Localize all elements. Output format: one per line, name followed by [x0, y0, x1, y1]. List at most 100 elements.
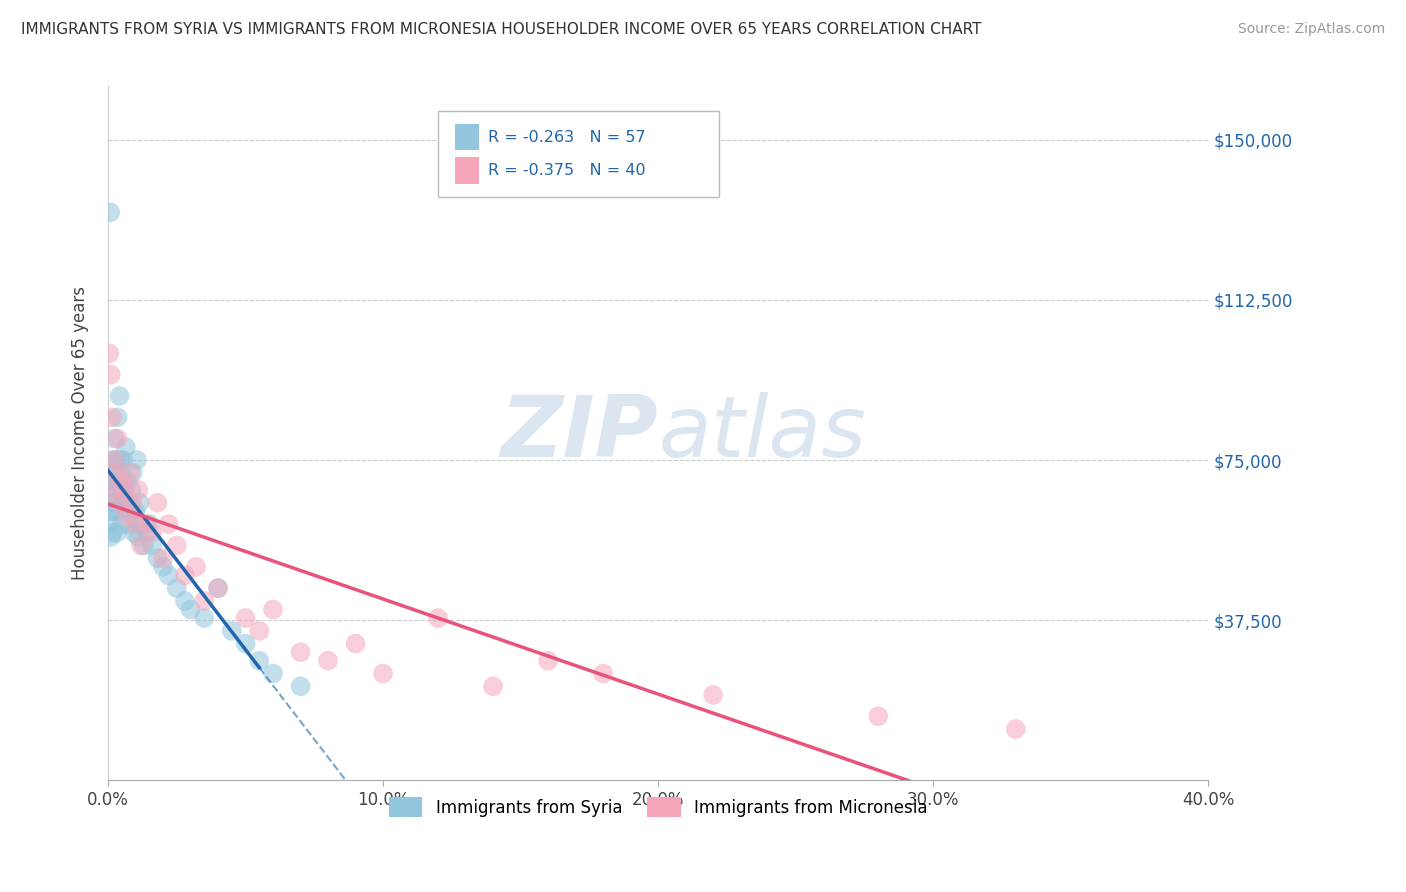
- Point: [157, 517, 180, 532]
- Point: [118, 496, 141, 510]
- Point: [98, 517, 121, 532]
- Point: [316, 654, 339, 668]
- Point: [104, 466, 127, 480]
- Point: [114, 483, 136, 497]
- Point: [290, 645, 312, 659]
- Point: [120, 483, 142, 497]
- Point: [138, 517, 160, 532]
- Point: [110, 483, 132, 497]
- Text: R = -0.263   N = 57: R = -0.263 N = 57: [488, 129, 645, 145]
- Point: [207, 581, 229, 595]
- Point: [111, 466, 134, 480]
- Point: [221, 624, 243, 638]
- Point: [110, 453, 132, 467]
- Point: [108, 504, 131, 518]
- Point: [129, 517, 152, 532]
- Point: [110, 496, 132, 510]
- Point: [135, 525, 157, 540]
- Text: R = -0.375   N = 40: R = -0.375 N = 40: [488, 163, 645, 178]
- Point: [152, 551, 174, 566]
- Point: [98, 496, 121, 510]
- Point: [112, 496, 135, 510]
- Point: [127, 530, 149, 544]
- Point: [146, 551, 169, 566]
- Point: [125, 453, 148, 467]
- Point: [112, 453, 135, 467]
- Point: [174, 594, 197, 608]
- Point: [111, 517, 134, 532]
- Point: [105, 483, 128, 497]
- Bar: [454, 124, 479, 150]
- Point: [105, 453, 128, 467]
- Y-axis label: Householder Income Over 65 years: Householder Income Over 65 years: [72, 286, 89, 581]
- Point: [98, 205, 121, 219]
- Point: [141, 538, 163, 552]
- Point: [101, 525, 124, 540]
- Point: [107, 475, 129, 489]
- Point: [117, 504, 139, 518]
- Point: [1004, 722, 1026, 736]
- Point: [117, 517, 139, 532]
- Point: [247, 654, 270, 668]
- Point: [117, 508, 139, 523]
- Point: [101, 410, 124, 425]
- Point: [129, 538, 152, 552]
- Text: IMMIGRANTS FROM SYRIA VS IMMIGRANTS FROM MICRONESIA HOUSEHOLDER INCOME OVER 65 Y: IMMIGRANTS FROM SYRIA VS IMMIGRANTS FROM…: [21, 22, 981, 37]
- Point: [124, 517, 146, 532]
- Point: [262, 602, 284, 616]
- Point: [107, 410, 129, 425]
- Point: [207, 581, 229, 595]
- Point: [121, 496, 143, 510]
- Point: [121, 466, 143, 480]
- Point: [117, 475, 139, 489]
- Point: [290, 679, 312, 693]
- Point: [180, 602, 202, 616]
- Point: [100, 368, 122, 382]
- Point: [103, 504, 125, 518]
- Point: [166, 581, 188, 595]
- Point: [100, 504, 122, 518]
- Point: [427, 611, 450, 625]
- Point: [247, 624, 270, 638]
- Point: [702, 688, 724, 702]
- Point: [235, 637, 257, 651]
- Point: [174, 568, 197, 582]
- Point: [115, 440, 138, 454]
- Point: [124, 504, 146, 518]
- Point: [108, 496, 131, 510]
- Point: [184, 559, 207, 574]
- Text: ZIP: ZIP: [501, 392, 658, 475]
- Point: [141, 525, 163, 540]
- Point: [104, 453, 127, 467]
- Point: [146, 496, 169, 510]
- Point: [104, 496, 127, 510]
- Point: [128, 496, 150, 510]
- Point: [98, 346, 121, 360]
- Point: [111, 475, 134, 489]
- Point: [105, 525, 128, 540]
- Point: [135, 517, 157, 532]
- Point: [482, 679, 505, 693]
- Point: [103, 475, 125, 489]
- Point: [101, 453, 124, 467]
- Point: [114, 483, 136, 497]
- Point: [127, 483, 149, 497]
- Point: [371, 666, 394, 681]
- Point: [166, 538, 188, 552]
- Legend: Immigrants from Syria, Immigrants from Micronesia: Immigrants from Syria, Immigrants from M…: [382, 790, 934, 824]
- Point: [122, 525, 145, 540]
- Point: [132, 538, 155, 552]
- Point: [100, 530, 122, 544]
- Point: [193, 611, 215, 625]
- Bar: [454, 157, 479, 184]
- Point: [537, 654, 560, 668]
- Point: [344, 637, 367, 651]
- Point: [118, 466, 141, 480]
- Point: [103, 483, 125, 497]
- Point: [262, 666, 284, 681]
- Point: [152, 559, 174, 574]
- Text: Source: ZipAtlas.com: Source: ZipAtlas.com: [1237, 22, 1385, 37]
- FancyBboxPatch shape: [439, 111, 718, 197]
- Text: atlas: atlas: [658, 392, 866, 475]
- Point: [157, 568, 180, 582]
